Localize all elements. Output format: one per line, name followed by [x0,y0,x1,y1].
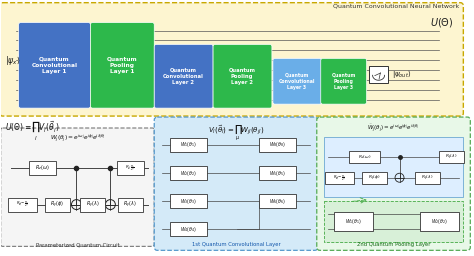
Text: $U(\Theta)$: $U(\Theta)$ [430,16,453,29]
Text: 2nd Quantum Pooling Layer: 2nd Quantum Pooling Layer [357,242,430,247]
Text: $W_4(\theta_4)$: $W_4(\theta_4)$ [180,225,197,234]
FancyBboxPatch shape [45,198,70,211]
FancyBboxPatch shape [415,172,440,184]
FancyBboxPatch shape [324,137,463,197]
FancyBboxPatch shape [420,212,459,231]
FancyBboxPatch shape [317,117,470,250]
FancyBboxPatch shape [18,23,91,108]
FancyBboxPatch shape [80,198,105,211]
Text: $W_2(\theta_2)$: $W_2(\theta_2)$ [180,169,197,178]
FancyBboxPatch shape [362,172,387,184]
Text: $W_j(\theta_j)=e^{i\omega_j}e^{i\phi_j}e^{i\lambda_j\theta_j}$: $W_j(\theta_j)=e^{i\omega_j}e^{i\phi_j}e… [50,133,105,144]
FancyBboxPatch shape [349,151,380,163]
Text: $R_z\!\left(-\frac{\pi}{2}\right)$: $R_z\!\left(-\frac{\pi}{2}\right)$ [333,173,346,183]
Text: Quantum
Convolutional
Layer 1: Quantum Convolutional Layer 1 [31,57,78,74]
FancyBboxPatch shape [213,45,272,108]
Text: $W_8(\theta_8)$: $W_8(\theta_8)$ [269,140,286,150]
FancyBboxPatch shape [439,151,464,163]
FancyBboxPatch shape [0,3,463,116]
FancyBboxPatch shape [324,201,463,242]
FancyBboxPatch shape [154,117,318,250]
FancyBboxPatch shape [170,194,207,208]
Text: $W_1(\theta_1)$: $W_1(\theta_1)$ [345,217,362,226]
Text: $R_y(\lambda)$: $R_y(\lambda)$ [421,173,434,182]
Text: 1st Quantum Convolutional Layer: 1st Quantum Convolutional Layer [191,242,281,247]
Text: $R_y(\lambda)$: $R_y(\lambda)$ [123,199,137,210]
Text: Quantum
Pooling
Layer 2: Quantum Pooling Layer 2 [228,68,255,85]
Text: $W_1(\theta_1)$: $W_1(\theta_1)$ [180,140,197,150]
FancyBboxPatch shape [170,166,207,180]
FancyBboxPatch shape [117,161,144,175]
FancyBboxPatch shape [0,128,154,246]
FancyBboxPatch shape [325,172,354,184]
FancyBboxPatch shape [334,212,373,231]
FancyBboxPatch shape [273,58,322,104]
Text: $R_z(\omega)$: $R_z(\omega)$ [358,153,371,161]
Text: $R_z(\omega)$: $R_z(\omega)$ [35,163,50,172]
Text: $R_y(\lambda)$: $R_y(\lambda)$ [445,152,457,161]
FancyBboxPatch shape [118,198,143,211]
Text: Quantum
Pooling
Layer 3: Quantum Pooling Layer 3 [331,72,356,90]
Text: $R_y(\phi)$: $R_y(\phi)$ [368,173,381,182]
FancyBboxPatch shape [8,198,37,211]
Text: $R_y(\phi)$: $R_y(\phi)$ [50,199,64,210]
Text: $R_z\!\left(-\frac{\pi}{2}\right)$: $R_z\!\left(-\frac{\pi}{2}\right)$ [16,200,29,209]
Text: $W_3(\theta_3)$: $W_3(\theta_3)$ [180,197,197,206]
Text: $R_z\!\left(\frac{\pi}{2}\right)$: $R_z\!\left(\frac{\pi}{2}\right)$ [125,163,136,173]
Text: $V_l(\vec{\theta}_l) = \prod_\mu W_{jl}(\theta_{jl})$: $V_l(\vec{\theta}_l) = \prod_\mu W_{jl}(… [208,123,264,143]
Text: $|\psi_{out}\rangle$: $|\psi_{out}\rangle$ [392,68,411,80]
Text: $\tilde{W}_j(\theta_j)=e^{i\omega_j}e^{i\phi_j}e^{i\lambda_j\theta_j}$: $\tilde{W}_j(\theta_j)=e^{i\omega_j}e^{i… [367,123,420,134]
Text: Quantum
Convolutional
Layer 3: Quantum Convolutional Layer 3 [279,72,315,90]
Text: Quantum
Pooling
Layer 1: Quantum Pooling Layer 1 [107,57,137,74]
Text: $U(\Theta) = \prod_l V_l(\vec{\theta}_l)$: $U(\Theta) = \prod_l V_l(\vec{\theta}_l)… [5,120,59,143]
FancyBboxPatch shape [369,66,388,83]
FancyBboxPatch shape [321,58,366,104]
Text: Quantum
Convolutional
Layer 2: Quantum Convolutional Layer 2 [163,68,204,85]
Text: Quantum Convolutional Neural Network: Quantum Convolutional Neural Network [333,4,459,9]
FancyBboxPatch shape [259,166,296,180]
FancyBboxPatch shape [170,222,207,236]
Text: $W_6(\theta_6)$: $W_6(\theta_6)$ [269,197,286,206]
FancyBboxPatch shape [91,23,154,108]
Text: $|\psi_x\rangle$: $|\psi_x\rangle$ [5,54,20,67]
Text: $W_5(\theta_5)$: $W_5(\theta_5)$ [269,169,286,178]
FancyBboxPatch shape [29,161,56,175]
Text: $R_y(\lambda)$: $R_y(\lambda)$ [85,199,100,210]
Text: $W_2(\theta_2)$: $W_2(\theta_2)$ [431,217,448,226]
FancyBboxPatch shape [259,194,296,208]
Text: Parameterized Quantum Circuit: Parameterized Quantum Circuit [36,242,119,247]
FancyBboxPatch shape [154,45,213,108]
FancyBboxPatch shape [259,138,296,152]
FancyBboxPatch shape [170,138,207,152]
